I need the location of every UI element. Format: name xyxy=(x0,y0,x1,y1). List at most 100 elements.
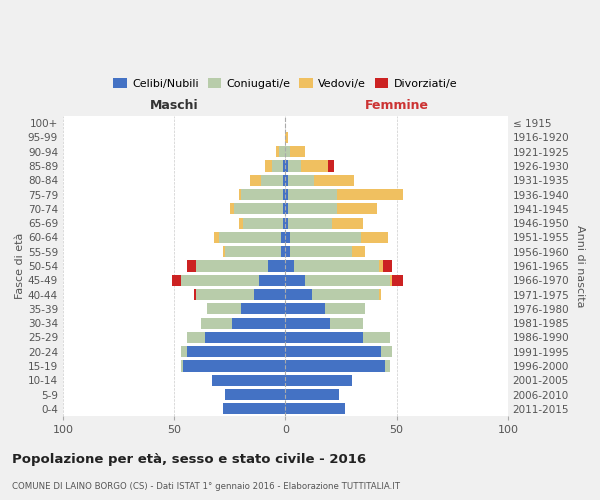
Bar xyxy=(272,160,283,172)
Bar xyxy=(337,204,377,214)
Text: Maschi: Maschi xyxy=(150,99,199,112)
Bar xyxy=(223,404,286,414)
Bar xyxy=(385,360,390,372)
Bar xyxy=(286,204,287,214)
Bar xyxy=(290,146,305,158)
Bar xyxy=(286,318,330,328)
Bar xyxy=(286,174,287,186)
Bar xyxy=(234,204,283,214)
Bar xyxy=(283,160,286,172)
Bar xyxy=(250,174,261,186)
Bar xyxy=(181,346,187,358)
Bar xyxy=(352,246,365,258)
Bar xyxy=(230,204,234,214)
Bar xyxy=(261,174,283,186)
Bar xyxy=(379,289,381,300)
Bar xyxy=(187,332,205,343)
Bar xyxy=(181,274,259,286)
Bar xyxy=(390,274,392,286)
Bar xyxy=(286,374,352,386)
Bar xyxy=(201,318,232,328)
Bar xyxy=(187,260,196,272)
Bar xyxy=(241,304,286,314)
Bar xyxy=(287,160,301,172)
Bar xyxy=(277,146,278,158)
Bar xyxy=(301,160,328,172)
Bar xyxy=(392,274,403,286)
Bar xyxy=(305,274,390,286)
Bar xyxy=(290,246,352,258)
Bar xyxy=(286,218,287,228)
Text: Popolazione per età, sesso e stato civile - 2016: Popolazione per età, sesso e stato civil… xyxy=(12,452,366,466)
Bar xyxy=(286,274,305,286)
Bar xyxy=(286,404,346,414)
Bar xyxy=(172,274,181,286)
Bar xyxy=(194,289,196,300)
Bar xyxy=(243,218,283,228)
Bar xyxy=(361,232,388,243)
Bar xyxy=(287,174,314,186)
Bar xyxy=(332,218,363,228)
Bar xyxy=(181,360,183,372)
Bar xyxy=(212,374,286,386)
Bar xyxy=(281,246,286,258)
Bar xyxy=(265,160,272,172)
Y-axis label: Fasce di età: Fasce di età xyxy=(15,233,25,299)
Bar xyxy=(294,260,379,272)
Bar xyxy=(312,289,379,300)
Bar xyxy=(286,189,287,200)
Bar xyxy=(325,304,365,314)
Bar xyxy=(286,246,290,258)
Bar xyxy=(381,346,392,358)
Bar xyxy=(283,204,286,214)
Bar xyxy=(330,318,363,328)
Bar xyxy=(379,260,383,272)
Bar xyxy=(183,360,286,372)
Bar xyxy=(286,346,381,358)
Bar xyxy=(239,218,243,228)
Bar xyxy=(225,246,281,258)
Bar xyxy=(268,260,286,272)
Bar xyxy=(328,160,334,172)
Bar xyxy=(363,332,390,343)
Bar xyxy=(187,346,286,358)
Y-axis label: Anni di nascita: Anni di nascita xyxy=(575,225,585,308)
Bar xyxy=(287,189,337,200)
Bar xyxy=(286,132,287,143)
Bar xyxy=(290,232,361,243)
Bar xyxy=(278,146,286,158)
Bar xyxy=(239,189,241,200)
Bar xyxy=(254,289,286,300)
Bar xyxy=(281,232,286,243)
Bar xyxy=(286,232,290,243)
Bar xyxy=(286,360,385,372)
Bar xyxy=(205,332,286,343)
Bar xyxy=(259,274,286,286)
Bar xyxy=(223,246,225,258)
Bar xyxy=(225,389,286,400)
Bar xyxy=(218,232,281,243)
Bar xyxy=(286,389,339,400)
Text: Femmine: Femmine xyxy=(365,99,428,112)
Bar xyxy=(286,160,287,172)
Bar xyxy=(283,189,286,200)
Bar xyxy=(314,174,355,186)
Bar xyxy=(286,332,363,343)
Bar xyxy=(283,218,286,228)
Bar xyxy=(287,204,337,214)
Bar xyxy=(283,174,286,186)
Bar xyxy=(241,189,283,200)
Text: COMUNE DI LAINO BORGO (CS) - Dati ISTAT 1° gennaio 2016 - Elaborazione TUTTITALI: COMUNE DI LAINO BORGO (CS) - Dati ISTAT … xyxy=(12,482,400,491)
Bar xyxy=(286,289,312,300)
Bar xyxy=(208,304,241,314)
Legend: Celibi/Nubili, Coniugati/e, Vedovi/e, Divorziati/e: Celibi/Nubili, Coniugati/e, Vedovi/e, Di… xyxy=(109,74,462,94)
Bar xyxy=(337,189,403,200)
Bar xyxy=(286,304,325,314)
Bar xyxy=(214,232,218,243)
Bar xyxy=(196,289,254,300)
Bar xyxy=(286,146,290,158)
Bar xyxy=(286,260,294,272)
Bar xyxy=(196,260,268,272)
Bar xyxy=(232,318,286,328)
Bar xyxy=(383,260,392,272)
